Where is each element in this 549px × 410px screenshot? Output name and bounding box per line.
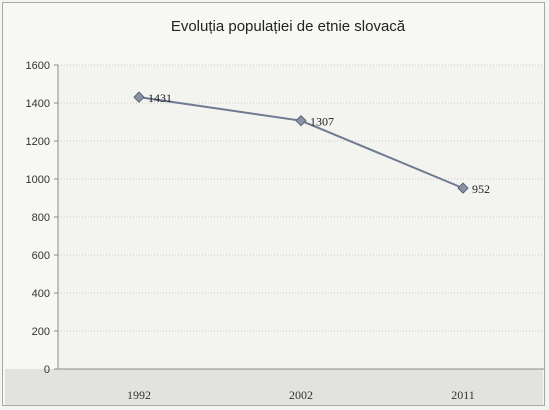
data-label: 1431 (148, 91, 172, 105)
data-label: 952 (472, 182, 490, 196)
x-axis-ticks: 1992 2002 2011 (127, 388, 475, 402)
chart-title: Evoluția populației de etnie slovacă (171, 18, 406, 35)
y-tick-label: 200 (32, 326, 50, 338)
y-tick-label: 1000 (26, 174, 50, 186)
y-tick-label: 0 (44, 364, 50, 376)
data-labels: 1431 1307 952 (148, 91, 490, 196)
y-axis-ticks: 0 200 400 600 800 1000 1200 1400 1600 (26, 60, 58, 376)
y-tick-label: 1400 (26, 98, 50, 110)
gridlines (58, 64, 544, 332)
data-point-marker (457, 182, 469, 194)
y-tick-label: 400 (32, 288, 50, 300)
data-label: 1307 (310, 115, 334, 129)
data-point-marker (295, 114, 307, 127)
x-tick-label: 1992 (127, 388, 151, 402)
y-tick-label: 1600 (26, 60, 50, 72)
x-tick-label: 2002 (289, 388, 313, 402)
x-tick-label: 2011 (451, 388, 475, 402)
line-chart: Evoluția populației de etnie slovacă 0 20… (5, 18, 544, 405)
x-axis-band (5, 369, 543, 405)
data-point-marker (133, 91, 145, 103)
chart-frame: Evoluția populației de etnie slovacă 0 20… (2, 2, 545, 406)
y-tick-label: 600 (32, 250, 50, 262)
series-line (133, 91, 469, 194)
y-tick-label: 1200 (26, 136, 50, 148)
y-tick-label: 800 (32, 212, 50, 224)
